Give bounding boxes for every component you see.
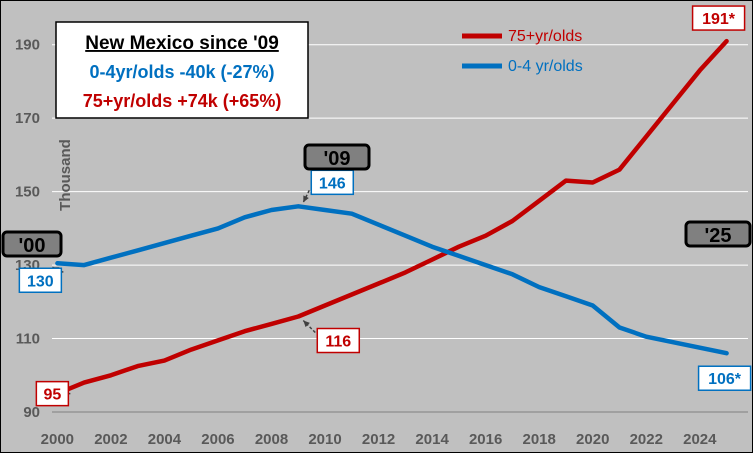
annotation-blue-2025: 106* — [697, 365, 752, 391]
x-tick-label: 2000 — [41, 431, 74, 448]
annotation-red-2000: 95 — [35, 380, 70, 407]
year-marker-label: '09 — [323, 148, 350, 170]
x-tick-label: 2020 — [576, 431, 609, 448]
year-marker-y00: '00 — [1, 230, 63, 258]
x-tick-label: 2014 — [415, 431, 449, 448]
annotation-label: 106* — [708, 371, 742, 388]
annotation-box — [697, 365, 752, 391]
x-tick-label: 2024 — [683, 431, 717, 448]
y-tick-label: 190 — [15, 37, 40, 54]
x-tick-label: 2002 — [94, 431, 127, 448]
legend: 75+yr/olds 0-4 yr/olds — [462, 28, 583, 75]
year-marker-badge — [684, 220, 752, 248]
year-marker-y09: '09 — [303, 143, 371, 171]
annotation-label: 95 — [43, 387, 61, 404]
x-tick-label: 2008 — [255, 431, 288, 448]
series-line-0 — [55, 38, 729, 396]
x-tick-label: 2004 — [148, 431, 182, 448]
annotation-label: 130 — [27, 273, 54, 290]
annotation-arrow — [302, 319, 316, 334]
arrow-head — [303, 195, 309, 203]
year-marker-badge — [1, 230, 63, 258]
x-axis-ticks: 2000 2002 2004 2006 2008 2010 2012 2014 2016 2018… — [41, 431, 717, 448]
annotation-blue-2000: 130 — [18, 267, 63, 294]
legend-label-0to4: 0-4 yr/olds — [508, 58, 583, 75]
x-tick-label: 2016 — [469, 431, 502, 448]
annotation-label: 191* — [702, 11, 736, 28]
legend-label-75plus: 75+yr/olds — [508, 28, 582, 45]
title-box: New Mexico since '09 0-4yr/olds -40k (-2… — [55, 21, 309, 119]
series-line-1 — [55, 204, 729, 356]
x-tick-label: 2018 — [523, 431, 556, 448]
title-line-1: New Mexico since '09 — [85, 33, 279, 54]
arrow-head — [303, 320, 310, 328]
year-marker-y25: '25 — [684, 220, 752, 248]
x-tick-label: 2006 — [201, 431, 234, 448]
y-axis-label: Thousand — [57, 139, 74, 211]
series-layer — [55, 38, 729, 396]
annotation-red-2025: 191* — [691, 5, 746, 31]
y-tick-label: 90 — [23, 404, 40, 421]
annotation-red-2009: 116 — [316, 327, 361, 354]
title-line-2: 0-4yr/olds -40k (-27%) — [89, 62, 274, 82]
y-tick-label: 170 — [15, 110, 40, 127]
annotation-box — [18, 267, 63, 294]
annotation-labels: 95 116 191* 130 146 106* — [18, 5, 752, 407]
annotation-box — [691, 5, 746, 31]
y-tick-label: 110 — [16, 331, 40, 348]
year-marker-badge — [303, 143, 371, 171]
year-marker-label: '25 — [704, 225, 731, 247]
y-tick-label: 150 — [15, 184, 40, 201]
annotation-label: 116 — [325, 334, 351, 351]
year-markers: '00 '09 '25 — [1, 143, 752, 258]
annotation-blue-2009: 146 — [310, 169, 355, 196]
annotation-label: 146 — [319, 175, 346, 192]
x-tick-label: 2012 — [362, 431, 395, 448]
x-tick-label: 2010 — [308, 431, 341, 448]
annotation-box — [310, 169, 355, 196]
year-marker-label: '00 — [18, 235, 45, 257]
annotation-box — [316, 327, 361, 354]
title-line-3: 75+yr/olds +74k (+65%) — [83, 91, 282, 111]
annotation-box — [35, 380, 70, 407]
x-tick-label: 2022 — [630, 431, 663, 448]
